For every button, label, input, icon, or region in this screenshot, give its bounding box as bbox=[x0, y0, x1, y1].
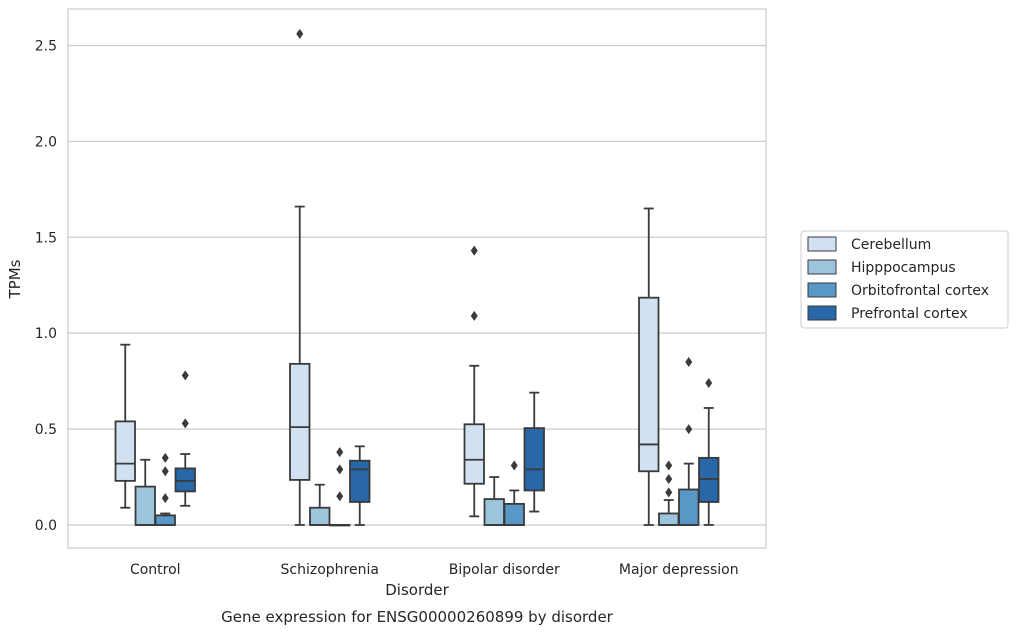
y-tick-label: 1.5 bbox=[35, 230, 57, 246]
y-tick-label: 2.0 bbox=[35, 134, 57, 150]
box bbox=[638, 296, 660, 473]
box bbox=[698, 456, 720, 503]
legend: Cerebellum Hipppocampus Orbitofrontal cort… bbox=[800, 230, 1009, 329]
box-group bbox=[638, 207, 660, 526]
outlier-point bbox=[336, 447, 344, 458]
x-tick-label: Bipolar disorder bbox=[449, 562, 560, 578]
box-group bbox=[503, 460, 525, 526]
y-tick-label: 0.5 bbox=[35, 422, 57, 438]
outlier-point bbox=[181, 418, 189, 429]
outlier-point bbox=[470, 245, 478, 256]
outlier-point bbox=[161, 466, 169, 477]
y-tick-label: 2.5 bbox=[35, 38, 57, 54]
x-tick-labels: Control Schizophrenia Bipolar disorder Majo… bbox=[130, 562, 739, 578]
box bbox=[483, 498, 505, 526]
box bbox=[154, 514, 176, 526]
box-group bbox=[154, 452, 176, 526]
box-group bbox=[309, 483, 331, 526]
box-group bbox=[658, 460, 680, 526]
outlier-point bbox=[685, 424, 693, 435]
box-group bbox=[678, 356, 700, 526]
legend-swatch bbox=[807, 282, 837, 298]
outlier-point bbox=[705, 378, 713, 389]
plot-frame bbox=[67, 8, 767, 549]
y-tick-label: 0.0 bbox=[35, 518, 57, 534]
y-tick-label: 1.0 bbox=[35, 326, 57, 342]
box bbox=[349, 459, 371, 503]
box bbox=[678, 488, 700, 526]
box bbox=[463, 423, 485, 485]
legend-label: Prefrontal cortex bbox=[851, 306, 968, 322]
box bbox=[289, 362, 311, 481]
legend-label: Cerebellum bbox=[851, 237, 931, 253]
x-axis-label: Disorder bbox=[385, 581, 449, 599]
box-group bbox=[463, 245, 485, 518]
y-tick-labels: 0.0 0.5 1.0 1.5 2.0 2.5 bbox=[35, 38, 57, 534]
outlier-point bbox=[296, 28, 304, 39]
box-group bbox=[523, 391, 545, 513]
outlier-point bbox=[470, 310, 478, 321]
outlier-point bbox=[665, 487, 673, 498]
legend-swatch bbox=[807, 236, 837, 252]
outlier-point bbox=[161, 493, 169, 504]
box-group bbox=[114, 343, 136, 509]
legend-swatch bbox=[807, 259, 837, 275]
box-group bbox=[329, 447, 351, 527]
x-tick-label: Control bbox=[130, 562, 181, 578]
box bbox=[503, 502, 525, 526]
box-group bbox=[289, 28, 311, 526]
boxes bbox=[114, 28, 720, 527]
box-group bbox=[698, 378, 720, 526]
chart-caption: Gene expression for ENSG00000260899 by d… bbox=[221, 608, 614, 626]
legend-label: Orbitofrontal cortex bbox=[851, 283, 989, 299]
x-tick-label: Schizophrenia bbox=[281, 562, 379, 578]
outlier-point bbox=[665, 473, 673, 484]
box-group bbox=[483, 476, 505, 526]
box-group bbox=[349, 445, 371, 526]
outlier-point bbox=[181, 370, 189, 381]
legend-swatch bbox=[807, 305, 837, 321]
box bbox=[523, 427, 545, 492]
gridlines bbox=[68, 44, 766, 526]
box bbox=[114, 420, 136, 482]
outlier-point bbox=[685, 356, 693, 367]
outlier-point bbox=[336, 464, 344, 475]
box bbox=[309, 506, 331, 526]
box-group bbox=[174, 370, 196, 507]
outlier-point bbox=[665, 460, 673, 471]
outlier-point bbox=[336, 491, 344, 502]
x-tick-label: Major depression bbox=[619, 562, 739, 578]
legend-frame bbox=[800, 230, 1009, 329]
box bbox=[174, 467, 196, 493]
box-group bbox=[134, 458, 156, 526]
box bbox=[658, 512, 680, 526]
outlier-point bbox=[161, 452, 169, 463]
box bbox=[134, 485, 156, 526]
outlier-point bbox=[510, 460, 518, 471]
legend-label: Hipppocampus bbox=[851, 260, 956, 276]
y-axis-label: TPMs bbox=[6, 259, 24, 299]
